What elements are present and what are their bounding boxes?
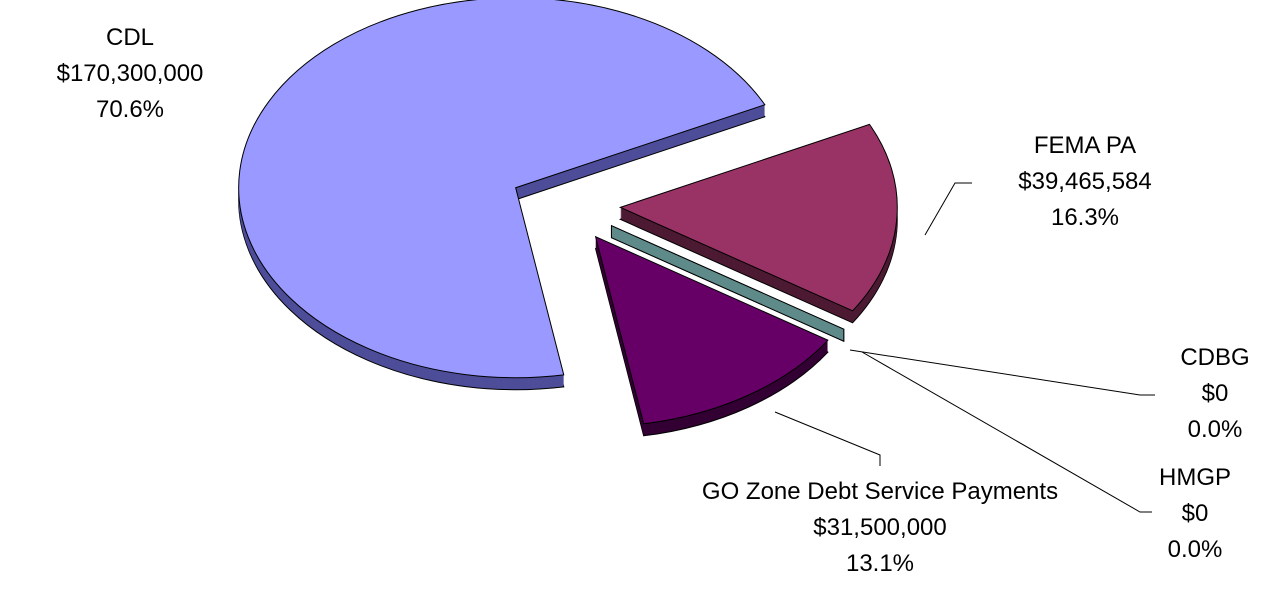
category-label: FEMA PA bbox=[1033, 132, 1137, 159]
value-label: $0 bbox=[1201, 380, 1229, 407]
value-label: $39,465,584 bbox=[1018, 168, 1152, 195]
slice-edge bbox=[610, 224, 845, 342]
percent-label: 13.1% bbox=[845, 550, 915, 577]
leader-lines bbox=[774, 182, 1155, 513]
leader-line bbox=[861, 351, 1152, 513]
slice bbox=[594, 235, 829, 437]
slice-label: FEMA PA $39,465,584 16.3% bbox=[1018, 128, 1151, 236]
value-label: $0 bbox=[1181, 500, 1209, 527]
category-label: CDBG bbox=[1180, 344, 1250, 371]
slice-label: CDL $170,300,000 70.6% bbox=[57, 20, 204, 128]
slice-label: GO Zone Debt Service Payments $31,500,00… bbox=[675, 474, 1085, 582]
slice bbox=[238, 0, 766, 391]
leader-line bbox=[849, 349, 1155, 396]
percent-label: 0.0% bbox=[1167, 536, 1223, 563]
slice-top bbox=[238, 0, 766, 379]
slice-label: HMGP $0 0.0% bbox=[1159, 460, 1231, 568]
category-label: GO Zone Debt Service Payments bbox=[701, 478, 1059, 505]
pie bbox=[238, 0, 898, 437]
leader-line bbox=[774, 411, 881, 466]
slice bbox=[618, 123, 898, 324]
slice-top bbox=[618, 123, 898, 312]
slice bbox=[610, 224, 845, 342]
percent-label: 16.3% bbox=[1050, 204, 1120, 231]
category-label: HMGP bbox=[1159, 464, 1231, 491]
slice-label: CDBG $0 0.0% bbox=[1180, 340, 1249, 448]
value-label: $31,500,000 bbox=[813, 514, 947, 541]
percent-label: 0.0% bbox=[1187, 416, 1243, 443]
leader-line bbox=[924, 182, 972, 236]
percent-label: 70.6% bbox=[95, 96, 165, 123]
value-label: $170,300,000 bbox=[56, 60, 204, 87]
category-label: CDL bbox=[105, 24, 154, 51]
slice-top bbox=[594, 235, 829, 425]
